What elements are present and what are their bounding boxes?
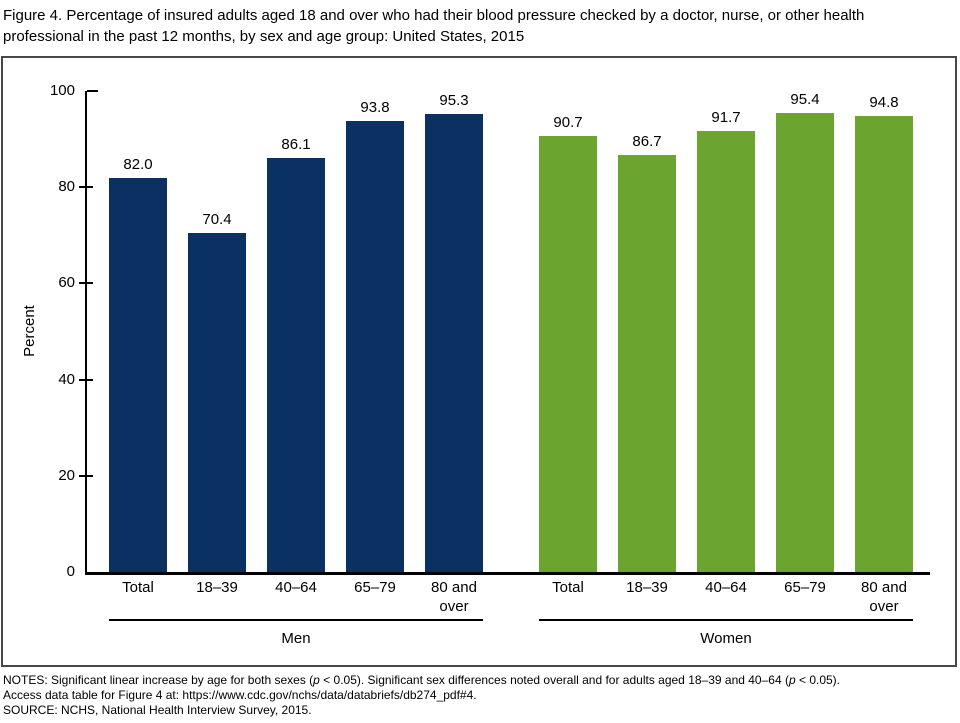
p-value-symbol: p [788,673,796,687]
bar-value-label-women-4: 94.8 [869,94,899,111]
category-label-women-1: 18–39 [626,579,668,596]
y-tick-label-100: 100 [49,82,75,99]
notes-line-2: Access data table for Figure 4 at: https… [3,688,477,702]
bar-women-4 [855,116,913,572]
figure-notes: NOTES: Significant linear increase by ag… [3,673,953,718]
y-tick-mark-20 [79,474,93,477]
bar-value-label-women-3: 95.4 [790,91,820,109]
notes-text: < 0.05). [795,673,841,687]
bar-value-label-men-1: 70.4 [202,211,232,229]
category-label-men-2: 40–64 [275,579,317,596]
y-axis-line [85,91,87,575]
women-group-label: Women [700,630,752,647]
bar-value-label-women-0: 90.7 [553,113,583,131]
x-axis-baseline [85,572,930,575]
bar-women-1 [618,154,676,572]
bar-women-0 [539,135,597,572]
bar-value-label-men-0: 82.0 [123,155,153,173]
chart-plot-area: Percent Men Women 0 20 40 60 80 100 82.0 70.4 86… [1,56,957,667]
category-label-women-0: Total [552,579,584,596]
bar-value-label-men-2: 86.1 [281,135,311,153]
bar-men-1 [188,233,246,572]
y-tick-mark-80 [79,186,93,189]
bar-men-4 [425,113,483,572]
y-tick-mark-60 [79,282,93,285]
notes-text: < 0.05). Significant sex differences not… [319,673,789,687]
category-label-men-4: 80 and over [431,579,477,615]
bar-value-label-women-1: 86.7 [632,132,662,150]
y-tick-label-60: 60 [58,274,75,292]
bar-women-2 [697,130,755,572]
category-label-men-3: 65–79 [354,579,396,596]
notes-text: NOTES: Significant linear increase by ag… [3,673,314,687]
bar-men-0 [109,177,167,572]
bar-men-2 [267,157,325,572]
category-label-women-3: 65–79 [784,579,826,596]
notes-line-1: NOTES: Significant linear increase by ag… [3,673,953,688]
bar-value-label-men-3: 93.8 [360,98,390,116]
bar-value-label-women-2: 91.7 [711,108,741,126]
y-tick-label-80: 80 [58,178,75,196]
category-label-men-0: Total [122,579,154,596]
y-tick-mark-100 [87,90,98,92]
p-value-symbol: p [313,673,320,687]
bar-value-label-men-4: 95.3 [439,91,469,109]
y-axis-title: Percent [21,305,38,357]
category-label-women-2: 40–64 [705,579,747,596]
category-label-women-4: 80 and over [861,579,907,615]
men-group-label: Men [281,630,311,647]
source-line: SOURCE: NCHS, National Health Interview … [3,703,312,717]
y-tick-mark-40 [79,378,93,381]
bar-men-3 [346,120,404,572]
women-group-underline [539,619,913,621]
y-tick-label-0: 0 [66,563,75,580]
figure-title: Figure 4. Percentage of insured adults a… [3,7,865,45]
y-tick-label-20: 20 [58,466,75,484]
bar-women-3 [776,113,834,572]
y-tick-label-40: 40 [58,370,75,388]
men-group-underline [109,619,483,621]
category-label-men-1: 18–39 [196,579,238,596]
